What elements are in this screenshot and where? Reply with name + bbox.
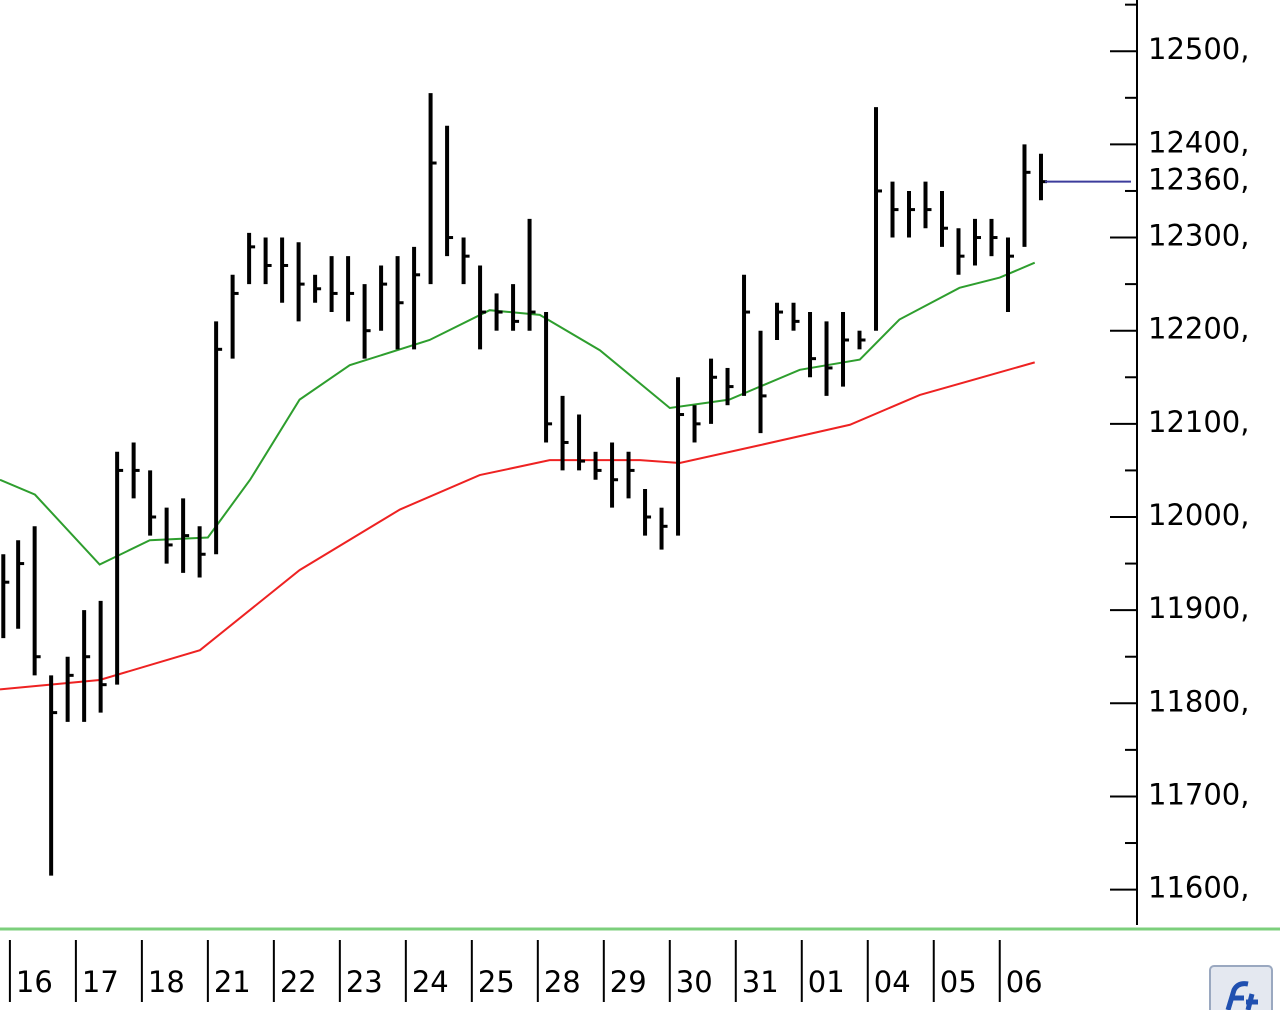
button-icon bbox=[1225, 981, 1258, 1010]
y-tick-label: 11600, bbox=[1148, 871, 1249, 905]
x-tick-label: 16 bbox=[16, 965, 53, 999]
y-tick-label: 11700, bbox=[1148, 777, 1249, 811]
y-tick-label: 11900, bbox=[1148, 591, 1249, 625]
y-tick-label: 12200, bbox=[1148, 312, 1249, 346]
y-tick-label: 12100, bbox=[1148, 405, 1249, 439]
x-tick-label: 25 bbox=[478, 965, 515, 999]
button-frame[interactable] bbox=[1209, 965, 1273, 1010]
y-tick-label: 12400, bbox=[1148, 125, 1249, 159]
last-price-label: 12360, bbox=[1148, 163, 1249, 197]
x-tick-label: 23 bbox=[346, 965, 383, 999]
corner-button[interactable] bbox=[1209, 965, 1273, 1010]
y-tick-label: 12500, bbox=[1148, 32, 1249, 66]
x-tick-label: 05 bbox=[940, 965, 977, 999]
ma-line bbox=[0, 361, 1035, 691]
x-tick-label: 30 bbox=[676, 965, 713, 999]
x-tick-label: 06 bbox=[1006, 965, 1043, 999]
y-tick-label: 11800, bbox=[1148, 684, 1249, 718]
x-tick-label: 29 bbox=[610, 965, 647, 999]
x-tick-label: 22 bbox=[280, 965, 317, 999]
x-tick-label: 21 bbox=[214, 965, 251, 999]
x-tick-label: 28 bbox=[544, 965, 581, 999]
ma-line bbox=[0, 261, 1036, 566]
x-tick-label: 18 bbox=[148, 965, 185, 999]
x-tick-label: 04 bbox=[874, 965, 911, 999]
y-tick-label: 12300, bbox=[1148, 219, 1249, 253]
x-tick-label: 01 bbox=[808, 965, 845, 999]
x-tick-label: 31 bbox=[742, 965, 779, 999]
x-tick-label: 24 bbox=[412, 965, 449, 999]
y-tick-label: 12000, bbox=[1148, 498, 1249, 532]
x-tick-label: 17 bbox=[82, 965, 119, 999]
